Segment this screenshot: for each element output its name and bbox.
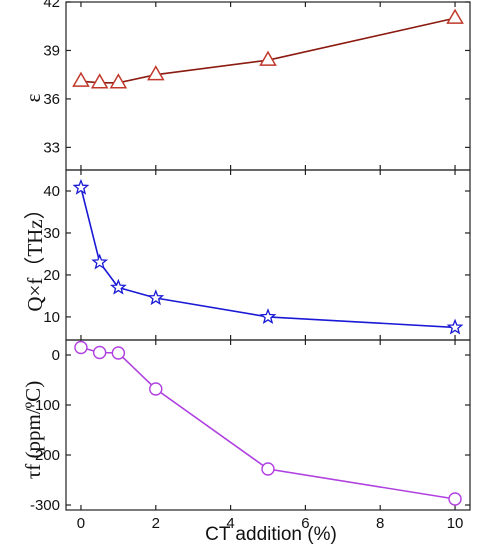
data-point-triangle — [259, 50, 277, 66]
permittivity-panel: 33 36 39 42 ε — [21, 0, 471, 171]
y-tick-label: 39 — [43, 42, 60, 59]
panel-frame — [65, 339, 471, 511]
data-point-circle — [92, 345, 107, 360]
x-tick-label: 8 — [376, 515, 384, 532]
y-tick-label: -200 — [30, 447, 60, 464]
panel-frame — [65, 1, 471, 171]
series-line — [80, 17, 456, 84]
temperature-coefficient-panel: 0 -100 -200 -300 τf (ppm/ºC) — [21, 339, 471, 514]
y-tick-label: -300 — [30, 497, 60, 514]
x-tick-label: 4 — [226, 515, 234, 532]
y-tick-label: 40 — [43, 183, 60, 200]
data-point-circle — [111, 346, 126, 360]
y-axis-title: τf (ppm/ºC) — [21, 381, 45, 479]
data-point-star — [259, 308, 277, 325]
data-point-star — [72, 178, 90, 195]
data-point-circle — [261, 462, 275, 476]
y-tick-label: 30 — [43, 225, 60, 242]
data-point-star — [91, 253, 109, 270]
y-tick-label: 10 — [43, 309, 60, 326]
y-tick-label: 0 — [52, 347, 60, 364]
data-point-triangle — [72, 71, 90, 87]
y-axis-title: ε — [21, 93, 45, 102]
y-tick-label: 42 — [43, 0, 60, 11]
y-axis-title: Q×f（THz） — [23, 198, 47, 311]
y-tick-label: 33 — [43, 139, 60, 156]
x-tick-label: 10 — [447, 515, 464, 532]
data-point-circle — [74, 340, 88, 355]
data-point-triangle — [146, 65, 165, 81]
x-axis-title: CT addition (%) — [205, 524, 337, 545]
x-tick-label: 6 — [301, 515, 309, 532]
data-point-star — [147, 289, 165, 306]
x-tick-label: 2 — [152, 515, 160, 532]
data-point-circle — [448, 492, 462, 506]
series-line — [80, 187, 456, 329]
y-tick-label: -100 — [30, 397, 60, 414]
data-point-star — [109, 278, 127, 295]
y-tick-label: 20 — [43, 267, 60, 284]
data-point-triangle — [446, 8, 464, 24]
y-tick-label: 36 — [43, 91, 60, 108]
shared-x-axis: CT addition (%) 0 2 4 6 8 10 — [77, 515, 464, 545]
data-point-star — [446, 318, 464, 335]
quality-factor-panel: 10 20 30 40Q×f（THz） — [23, 169, 471, 341]
series-line — [80, 346, 456, 500]
data-point-triangle — [90, 73, 109, 89]
data-point-triangle — [109, 73, 128, 89]
x-tick-label: 0 — [77, 515, 85, 532]
data-point-circle — [149, 382, 163, 396]
